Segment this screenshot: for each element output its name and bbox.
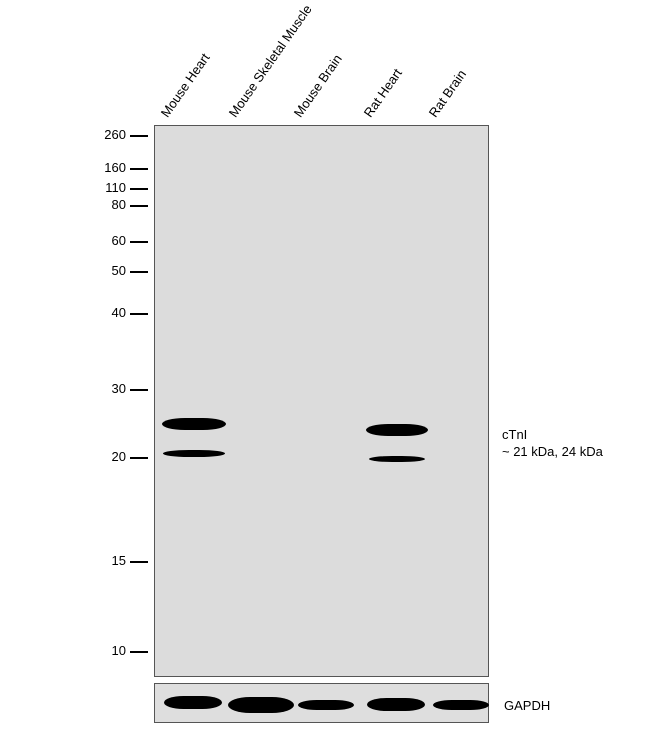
- mw-marker-label: 60: [104, 233, 126, 248]
- mw-marker-label: 20: [104, 449, 126, 464]
- mw-marker-tick: [130, 313, 148, 315]
- mw-marker-tick: [130, 205, 148, 207]
- ctni-band: [162, 418, 226, 430]
- mw-marker-tick: [130, 188, 148, 190]
- ctni-band: [366, 424, 428, 436]
- mw-marker-tick: [130, 241, 148, 243]
- mw-marker-label: 30: [104, 381, 126, 396]
- gapdh-band: [433, 700, 489, 710]
- lane-label: Mouse Brain: [291, 52, 345, 120]
- mw-marker-tick: [130, 168, 148, 170]
- mw-marker-tick: [130, 457, 148, 459]
- mw-marker-label: 80: [104, 197, 126, 212]
- mw-marker-label: 10: [104, 643, 126, 658]
- lane-label: Rat Heart: [361, 66, 405, 120]
- mw-marker-label: 15: [104, 553, 126, 568]
- mw-marker-tick: [130, 389, 148, 391]
- gapdh-label: GAPDH: [504, 698, 550, 713]
- mw-marker-label: 160: [98, 160, 126, 175]
- mw-marker-tick: [130, 651, 148, 653]
- mw-marker-label: 260: [98, 127, 126, 142]
- mw-marker-tick: [130, 561, 148, 563]
- mw-marker-tick: [130, 135, 148, 137]
- gapdh-band: [228, 697, 294, 713]
- western-blot-figure: Mouse Heart Mouse Skeletal Muscle Mouse …: [0, 0, 650, 740]
- target-size-label: ~ 21 kDa, 24 kDa: [502, 444, 603, 459]
- lane-label: Mouse Heart: [158, 50, 213, 120]
- mw-marker-label: 50: [104, 263, 126, 278]
- main-blot-membrane: [154, 125, 489, 677]
- target-name-label: cTnI: [502, 427, 527, 442]
- gapdh-band: [367, 698, 425, 711]
- mw-marker-label: 40: [104, 305, 126, 320]
- ctni-band: [163, 450, 225, 457]
- mw-marker-tick: [130, 271, 148, 273]
- gapdh-band: [298, 700, 354, 710]
- ctni-band: [369, 456, 425, 462]
- lane-label: Rat Brain: [426, 67, 469, 120]
- gapdh-band: [164, 696, 222, 709]
- mw-marker-label: 110: [98, 180, 126, 195]
